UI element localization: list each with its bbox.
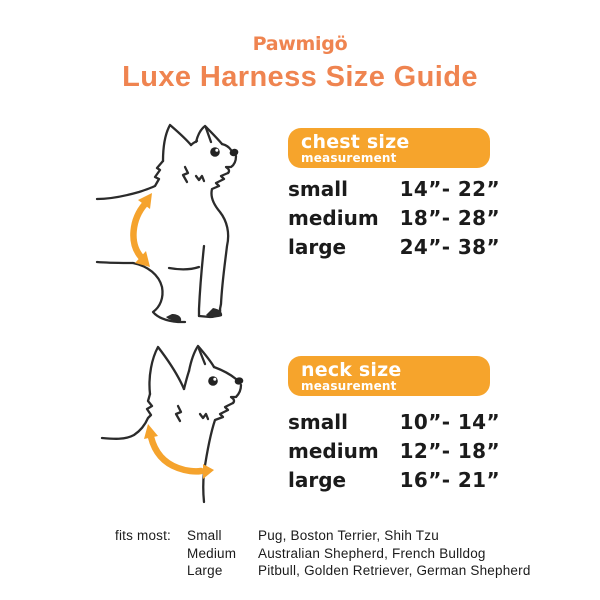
size-range: 24”- 38”	[399, 234, 500, 259]
dog-chest-fur-mark2	[194, 174, 206, 183]
chest-measure-arrow	[130, 193, 152, 267]
size-range: 18”- 28”	[399, 205, 500, 230]
neck-size-table: small 10”- 14” medium 12”- 18” large 16”…	[288, 407, 500, 494]
neck-dog-illustration	[100, 344, 244, 504]
fits-most-row: Small Pug, Boston Terrier, Shih Tzu	[187, 527, 531, 545]
fit-breeds: Australian Shepherd, French Bulldog	[258, 545, 486, 561]
table-row: large 24”- 38”	[288, 232, 500, 261]
dog-chest-fur-mark	[174, 404, 183, 423]
dog-nose	[234, 377, 244, 385]
table-row: small 10”- 14”	[288, 407, 500, 436]
size-range: 10”- 14”	[399, 409, 500, 434]
brand-logo: Pawmigö	[252, 33, 348, 55]
chest-banner-title: chest size	[301, 131, 410, 153]
neck-banner-subtitle: measurement	[301, 379, 397, 393]
neck-banner-title: neck size	[301, 359, 402, 381]
size-label: medium	[288, 205, 379, 230]
size-label: small	[288, 409, 348, 434]
fit-breeds: Pitbull, Golden Retriever, German Shephe…	[258, 563, 531, 578]
dog-right-ear	[194, 124, 224, 146]
dog-eye	[208, 376, 218, 386]
dog-rump-line	[95, 260, 135, 265]
dog-face-front	[224, 154, 238, 175]
dog-front-toes	[206, 308, 223, 318]
table-row: medium 12”- 18”	[288, 436, 500, 465]
dog-belly	[167, 265, 201, 271]
dog-muzzle-top	[220, 142, 233, 152]
size-range: 16”- 21”	[399, 467, 500, 492]
table-row: medium 18”- 28”	[288, 203, 500, 232]
chest-dog-illustration	[95, 123, 239, 324]
fits-most-row: Medium Australian Shepherd, French Bulld…	[187, 545, 531, 563]
table-row: small 14”- 22”	[288, 174, 500, 203]
size-label: small	[288, 176, 348, 201]
fit-breeds: Pug, Boston Terrier, Shih Tzu	[258, 528, 439, 543]
dog-chest-fur-mark2	[198, 412, 210, 421]
table-row: large 16”- 21”	[288, 465, 500, 494]
dog-left-ear	[148, 345, 186, 396]
size-range: 12”- 18”	[399, 438, 500, 463]
dog-eye	[210, 147, 220, 157]
size-label: large	[288, 234, 347, 259]
page-title: Luxe Harness Size Guide	[122, 61, 478, 93]
dog-inner-front-leg	[197, 244, 206, 318]
fit-size-label: Large	[187, 563, 223, 578]
size-label: medium	[288, 438, 379, 463]
fit-size-label: Medium	[187, 545, 237, 561]
dog-throat-line	[202, 401, 235, 504]
fits-most-label: fits most:	[115, 528, 172, 543]
chest-size-table: small 14”- 22” medium 18”- 28” large 24”…	[288, 174, 500, 261]
neck-size-banner: neck size measurement	[288, 356, 490, 396]
dog-neck-back	[100, 392, 154, 440]
dog-ear-fold	[197, 347, 207, 366]
fits-most-row: Large Pitbull, Golden Retriever, German …	[187, 562, 531, 580]
size-range: 14”- 22”	[399, 176, 500, 201]
dog-head-top	[182, 369, 191, 391]
neck-measure-arrow	[144, 424, 214, 479]
dog-nose	[229, 148, 239, 157]
dog-right-ear	[187, 344, 216, 373]
dog-left-ear	[161, 123, 193, 163]
dog-face-front	[229, 383, 243, 405]
dog-muzzle-top	[212, 365, 238, 381]
size-label: large	[288, 467, 347, 492]
fit-size-label: Small	[187, 528, 222, 543]
dog-rear-toes	[166, 314, 182, 322]
dog-chest-fur-mark	[181, 165, 190, 184]
chest-size-banner: chest size measurement	[288, 128, 490, 168]
chest-banner-subtitle: measurement	[301, 151, 397, 165]
dog-ear-fold	[204, 126, 213, 144]
dog-throat-chest-frontleg	[210, 171, 230, 311]
fits-most-section: Small Pug, Boston Terrier, Shih Tzu Medi…	[187, 527, 531, 580]
dog-back-outline	[95, 159, 165, 201]
dog-eye-highlight	[215, 148, 219, 152]
dog-eye-highlight	[213, 377, 217, 381]
dog-hind-leg	[131, 261, 187, 324]
